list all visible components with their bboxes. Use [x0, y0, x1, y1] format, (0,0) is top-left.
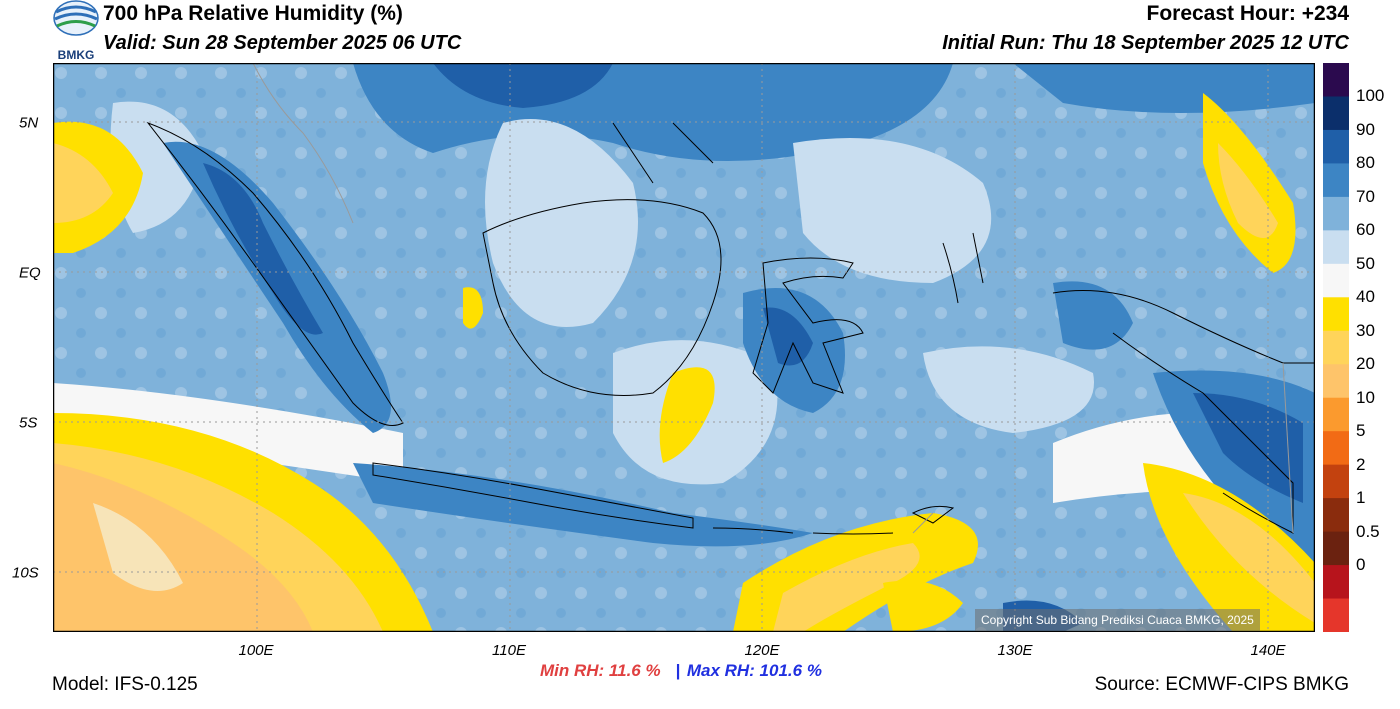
- dry-zone-makassar: [659, 367, 715, 463]
- lon-label: 100E: [238, 642, 274, 659]
- colorbar-label: 30: [1356, 320, 1375, 340]
- colorbar-label: 20: [1356, 354, 1375, 374]
- colorbar-swatch: [1323, 196, 1349, 231]
- humid-zone-java: [353, 463, 813, 547]
- bmkg-logo: BMKG: [53, 0, 99, 62]
- colorbar-swatch: [1323, 129, 1349, 164]
- source-label: Source: ECMWF-CIPS BMKG: [1094, 674, 1349, 695]
- logo-text: BMKG: [58, 48, 95, 62]
- borders: [252, 63, 1294, 534]
- map-title: 700 hPa Relative Humidity (%): [103, 2, 403, 25]
- colorbar-label: 40: [1356, 287, 1375, 307]
- lon-label: 110E: [492, 642, 526, 659]
- colorbar-label: 90: [1356, 119, 1375, 139]
- forecast-hour: Forecast Hour: +234: [1146, 2, 1350, 25]
- coast-sumatra: [146, 121, 404, 426]
- colorbar-label: 80: [1356, 153, 1375, 173]
- lon-label: 140E: [1250, 642, 1286, 659]
- coast-philippines-south: [612, 122, 714, 184]
- coast-timor: [911, 505, 955, 524]
- colorbar-label: 2: [1356, 454, 1366, 474]
- colorbar-label: 70: [1356, 186, 1375, 206]
- valid-time: Valid: Sun 28 September 2025 06 UTC: [103, 32, 462, 54]
- colorbar-label: 10: [1356, 387, 1375, 407]
- gridlines: [53, 63, 1315, 632]
- colorbar-swatch: [1323, 598, 1349, 632]
- humid-zone-papua-north: [1053, 281, 1133, 350]
- min-rh-value: Min RH: 11.6 %: [540, 661, 661, 680]
- coast-borneo: [482, 199, 722, 396]
- coast-papua: [1052, 290, 1315, 534]
- lon-label: 130E: [997, 642, 1033, 659]
- stat-separator: |: [675, 661, 681, 680]
- min-rh: Min RH: 11.6 % | Max RH: 101.6 %: [540, 661, 822, 681]
- coastlines: [146, 121, 1315, 535]
- lat-label: 5N: [19, 114, 39, 132]
- initial-run: Initial Run: Thu 18 September 2025 12 UT…: [942, 32, 1349, 54]
- colorbar-swatch: [1323, 230, 1349, 265]
- colorbar-swatch: [1323, 297, 1349, 332]
- model-label: Model: IFS-0.125: [52, 674, 198, 695]
- max-rh-value: Max RH: 101.6 %: [686, 661, 822, 680]
- lat-label: EQ: [19, 264, 41, 282]
- lat-label: 5S: [19, 414, 38, 432]
- colorbar-swatch: [1323, 464, 1349, 499]
- colorbar-label: 1: [1356, 488, 1366, 508]
- colorbar-label: 0: [1356, 555, 1366, 575]
- colorbar-label: 0.5: [1356, 521, 1380, 541]
- colorbar-swatch: [1323, 531, 1349, 566]
- colorbar-label: 5: [1356, 421, 1366, 441]
- colorbar-swatch: [1323, 263, 1349, 298]
- colorbar-swatch: [1323, 63, 1349, 97]
- coast-java: [372, 462, 694, 529]
- colorbar-swatch: [1323, 163, 1349, 198]
- colorbar-swatch: [1323, 397, 1349, 432]
- colorbar-swatch: [1323, 431, 1349, 466]
- colorbar: [1323, 63, 1349, 632]
- humidity-map: [53, 63, 1315, 632]
- coast-lesser-sunda: [712, 527, 894, 535]
- coast-maluku: [942, 232, 984, 304]
- lat-label: 10S: [12, 564, 39, 582]
- colorbar-label: 50: [1356, 253, 1375, 273]
- colorbar-swatch: [1323, 565, 1349, 600]
- colorbar-swatch: [1323, 330, 1349, 365]
- border-papua: [1282, 362, 1294, 534]
- coast-sulawesi: [752, 257, 864, 394]
- dry-zone-borneo-west: [485, 119, 638, 327]
- colorbar-swatch: [1323, 498, 1349, 533]
- border-malay-peninsula: [252, 63, 354, 224]
- colorbar-swatch: [1323, 96, 1349, 131]
- colorbar-label: 60: [1356, 220, 1375, 240]
- copyright-notice: Copyright Sub Bidang Prediksi Cuaca BMKG…: [975, 609, 1260, 631]
- colorbar-label: 100: [1356, 86, 1385, 106]
- lon-label: 120E: [744, 642, 780, 659]
- colorbar-swatch: [1323, 364, 1349, 399]
